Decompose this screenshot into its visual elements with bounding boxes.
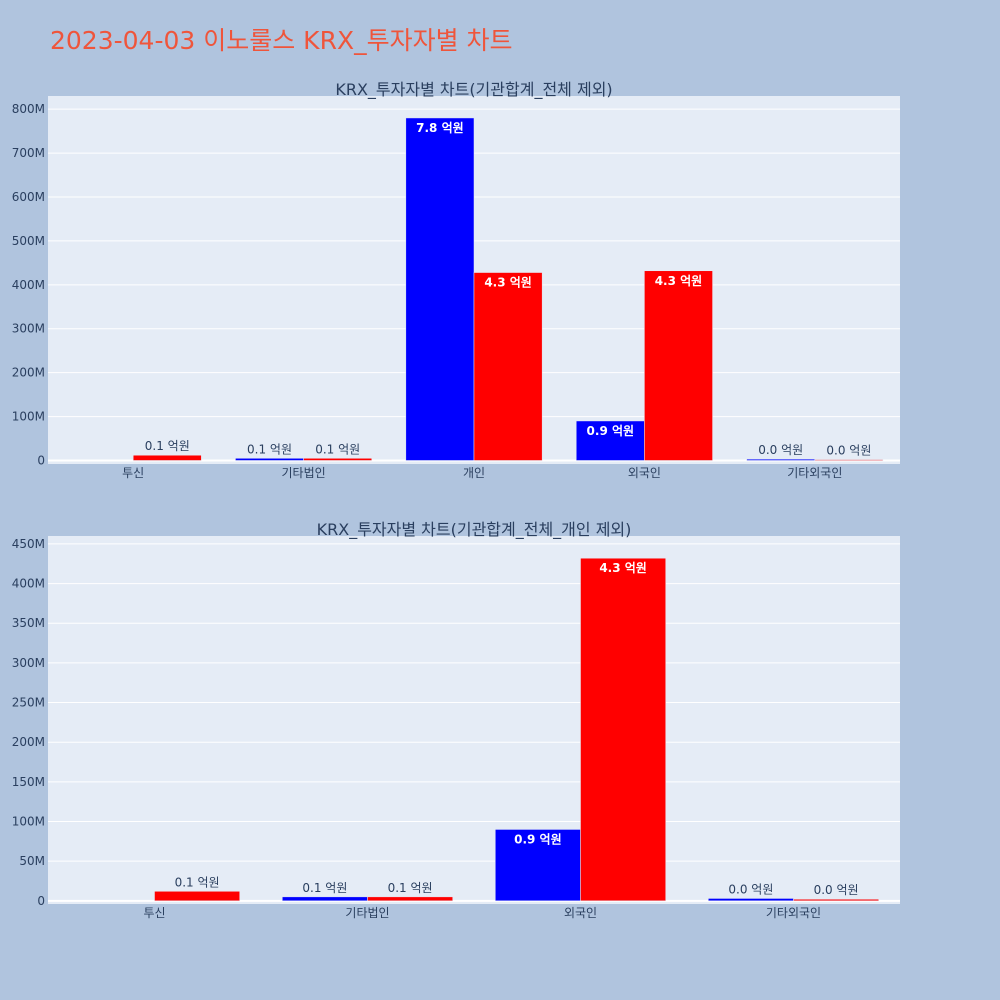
bar-value-label: 7.8 억원 <box>416 121 464 135</box>
y-tick-label: 400M <box>12 278 45 292</box>
bar <box>154 891 240 902</box>
bar <box>282 896 368 902</box>
x-tick-label: 개인 <box>463 466 485 480</box>
bar-value-label: 4.3 억원 <box>599 561 647 575</box>
bar <box>367 896 453 902</box>
bar <box>814 459 884 461</box>
y-tick-label: 100M <box>12 815 45 829</box>
bar <box>495 829 581 902</box>
bar <box>708 898 794 902</box>
bar-value-label: 0.1 억원 <box>145 439 190 453</box>
bar-value-label: 0.0 억원 <box>826 444 871 458</box>
x-tick-label: 기타법인 <box>345 906 389 920</box>
y-tick-label: 250M <box>12 696 45 710</box>
bar <box>235 458 304 461</box>
bar <box>132 454 202 461</box>
x-tick-label: 외국인 <box>564 906 597 920</box>
y-tick-label: 0 <box>37 894 45 908</box>
y-tick-label: 700M <box>12 146 45 160</box>
y-tick-label: 200M <box>12 735 45 749</box>
bar-value-label: 4.3 억원 <box>484 276 532 290</box>
y-tick-label: 50M <box>19 854 45 868</box>
y-tick-label: 600M <box>12 190 45 204</box>
y-tick-label: 450M <box>12 537 45 551</box>
bar-value-label: 0.1 억원 <box>388 881 433 895</box>
x-tick-label: 투신 <box>143 906 165 920</box>
bar <box>575 420 645 461</box>
bar <box>580 557 666 902</box>
chart-top: 0 100M 200M 300M 400M 500M 600M 700M 800M KRX_투자자… <box>12 80 900 480</box>
y-tick-label: 800M <box>12 102 45 116</box>
bar-value-label: 0.1 억원 <box>315 442 360 456</box>
bar-value-label: 0.9 억원 <box>514 832 562 846</box>
y-tick-label: 200M <box>12 366 45 380</box>
bar <box>405 117 475 461</box>
y-tick-label: 350M <box>12 616 45 630</box>
chart-bottom: 0 50M 100M 150M 200M 250M 300M 350M 400M 450M KRX_… <box>12 520 900 920</box>
chart-title: KRX_투자자별 차트(기관합계_전체 제외) <box>335 80 612 100</box>
y-tick-label: 150M <box>12 775 45 789</box>
bar-value-label: 0.0 억원 <box>728 882 773 896</box>
x-tick-label: 외국인 <box>628 466 661 480</box>
bar <box>303 458 373 461</box>
x-tick-label: 기타외국인 <box>787 466 842 480</box>
y-tick-label: 500M <box>12 234 45 248</box>
chart-title: KRX_투자자별 차트(기관합계_전체_개인 제외) <box>317 520 632 540</box>
bar-value-label: 0.0 억원 <box>814 883 859 897</box>
y-tick-label: 400M <box>12 577 45 591</box>
bar-value-label: 4.3 억원 <box>655 274 703 288</box>
x-tick-label: 투신 <box>122 466 144 480</box>
x-tick-label: 기타외국인 <box>766 906 821 920</box>
bar-value-label: 0.1 억원 <box>175 875 220 889</box>
bar <box>644 270 713 461</box>
bar <box>793 898 879 902</box>
bar-value-label: 0.1 억원 <box>247 442 292 456</box>
bar <box>473 272 543 461</box>
plot-area <box>48 536 900 904</box>
page-title: 2023-04-03 이노룰스 KRX_투자자별 차트 <box>50 26 513 55</box>
y-tick-label: 100M <box>12 410 45 424</box>
y-tick-label: 0 <box>37 453 45 467</box>
y-tick-label: 300M <box>12 322 45 336</box>
y-tick-label: 300M <box>12 656 45 670</box>
bar-value-label: 0.9 억원 <box>587 424 635 438</box>
bar <box>746 458 816 461</box>
bar-value-label: 0.1 억원 <box>302 881 347 895</box>
bar-value-label: 0.0 억원 <box>758 443 803 457</box>
x-tick-label: 기타법인 <box>282 466 326 480</box>
